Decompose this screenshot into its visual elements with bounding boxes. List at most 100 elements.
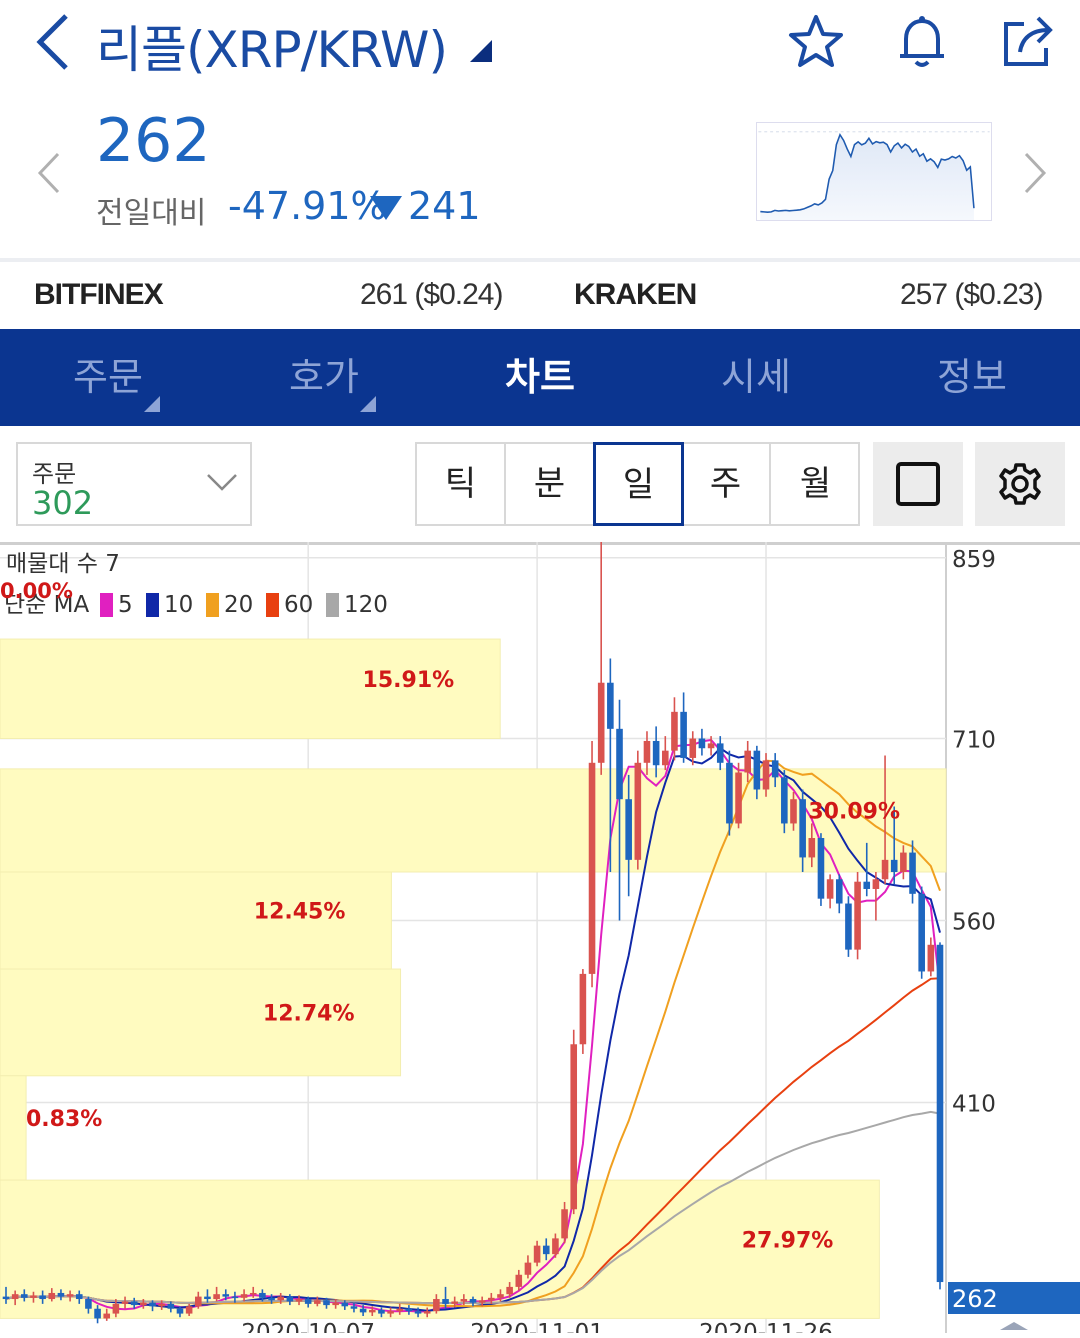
volume-profile-bar	[0, 638, 501, 740]
period-tick[interactable]: 틱	[417, 444, 506, 524]
candle	[890, 806, 898, 885]
x-tick-label: 2020-11-01	[470, 1320, 604, 1333]
volume-profile-bar	[0, 968, 402, 1077]
candle	[396, 1303, 404, 1315]
candle	[21, 1289, 28, 1302]
candle	[936, 942, 944, 1290]
candle	[881, 755, 889, 885]
tab-info[interactable]: 정보	[864, 329, 1080, 426]
ma-legend-swatch	[326, 593, 339, 617]
share-icon[interactable]	[998, 12, 1058, 72]
exchange-value-kraken: 257 ($0.23)	[900, 278, 1043, 311]
candle	[872, 871, 880, 921]
candle	[286, 1294, 294, 1306]
candle	[433, 1294, 440, 1314]
candle	[30, 1291, 37, 1303]
star-icon[interactable]	[786, 12, 846, 72]
candle	[359, 1305, 367, 1317]
current-price-tag-text: 262	[952, 1285, 998, 1313]
tab-quotes[interactable]: 시세	[648, 329, 864, 426]
top-pct-label: 0.00%	[0, 579, 73, 603]
candle	[469, 1296, 477, 1307]
y-tick-label: 560	[952, 910, 996, 936]
period-minute[interactable]: 분	[506, 444, 595, 524]
period-week[interactable]: 주	[682, 444, 771, 524]
candle	[900, 845, 907, 880]
candle	[579, 969, 587, 1054]
period-month[interactable]: 월	[799, 464, 832, 504]
prev-coin-icon[interactable]	[34, 148, 64, 198]
order-select[interactable]: 주문 302	[16, 442, 252, 526]
candlestick-chart[interactable]: 859 710 560 410 2020-10-07 2020-11-01 2020-11…	[0, 532, 1080, 1338]
chart-toolbar: 주문 302 틱 분 일 주 월	[0, 426, 1080, 542]
title-dropdown-icon[interactable]	[470, 40, 492, 62]
page-title[interactable]: 리플(XRP/KRW)	[96, 21, 448, 79]
ma-legend-period: 10	[164, 592, 193, 618]
period-selector: 틱 분 일 주 월	[415, 442, 860, 526]
tab-label: 주문	[73, 355, 143, 399]
ma-legend-swatch	[100, 593, 113, 617]
candle	[130, 1297, 138, 1309]
scroll-up-icon[interactable]	[1000, 1322, 1028, 1330]
candle	[231, 1291, 239, 1303]
candle	[652, 726, 660, 778]
candle	[561, 1201, 568, 1244]
candle	[341, 1300, 349, 1310]
candle	[689, 731, 697, 766]
candle	[497, 1289, 504, 1302]
candle	[213, 1286, 220, 1302]
candle	[185, 1303, 193, 1317]
candle	[707, 736, 715, 756]
tab-order[interactable]: 주문	[0, 329, 216, 426]
x-tick-label: 2020-10-07	[241, 1320, 375, 1333]
price-summary: 262 전일대비 -47.91% 241	[0, 88, 1080, 258]
next-coin-icon[interactable]	[1020, 148, 1050, 198]
candle	[57, 1289, 65, 1301]
candle	[39, 1290, 46, 1304]
candle	[488, 1292, 495, 1304]
candle	[634, 750, 642, 870]
candle	[542, 1238, 550, 1261]
tab-orderbook[interactable]: 호가	[216, 329, 432, 426]
ma-legend-period: 5	[118, 592, 133, 618]
volume-profile-bar	[0, 768, 947, 873]
candle	[121, 1296, 129, 1309]
candle	[533, 1240, 541, 1267]
candle	[552, 1233, 559, 1258]
sparkline-chart[interactable]	[756, 122, 992, 221]
candle	[661, 736, 669, 771]
candle	[515, 1269, 523, 1291]
exchange-name-kraken: KRAKEN	[574, 278, 697, 311]
candle	[845, 896, 852, 957]
ma-label: 단순 MA	[4, 592, 89, 618]
compare-label: 전일대비	[96, 196, 207, 231]
candle	[643, 731, 651, 775]
candle	[378, 1307, 385, 1318]
volume-profile-pct: 12.74%	[263, 1001, 355, 1026]
volume-profile-bar	[0, 1075, 27, 1181]
chart-settings-button[interactable]	[975, 442, 1065, 526]
candle	[735, 762, 742, 829]
back-chevron-icon[interactable]	[28, 12, 78, 72]
candle	[304, 1296, 312, 1308]
candle	[451, 1296, 458, 1308]
tab-label: 호가	[289, 355, 359, 399]
order-select-label: 주문	[32, 460, 77, 488]
tab-label: 정보	[937, 355, 1007, 399]
candle	[240, 1289, 248, 1302]
period-day[interactable]: 일	[593, 442, 684, 526]
fullscreen-button[interactable]	[873, 442, 963, 526]
bell-icon[interactable]	[892, 12, 952, 72]
candle	[781, 770, 788, 834]
tab-chart[interactable]: 차트	[432, 329, 648, 426]
candle	[332, 1299, 339, 1309]
ma-legend-period: 20	[224, 592, 253, 618]
candle	[387, 1307, 394, 1318]
candle	[616, 699, 623, 921]
candle	[204, 1289, 211, 1303]
candle	[817, 833, 825, 906]
candle	[405, 1305, 413, 1315]
change-amount: 241	[408, 184, 481, 228]
candle	[771, 753, 779, 788]
